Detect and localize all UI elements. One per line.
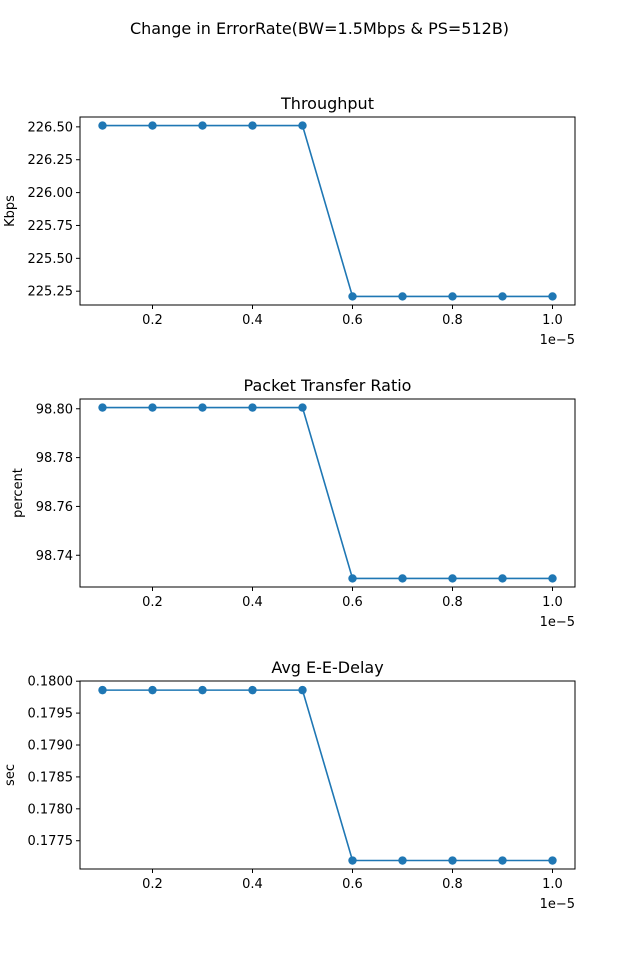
- axes-root: Throughput Kbps 0.2 0.4 0.6 0.8 1.0 225.25 225.5…: [3, 94, 576, 912]
- subplot-3: Avg E-E-Delay sec 0.2 0.4 0.6 0.8 1.0 0.1775 0.1…: [3, 658, 576, 912]
- x-tick-label: 0.2: [142, 595, 163, 610]
- subplot-title: Packet Transfer Ratio: [244, 376, 412, 395]
- x-axis-offset-label: 1e−5: [540, 897, 575, 912]
- subplot-1: Throughput Kbps 0.2 0.4 0.6 0.8 1.0 225.25 225.5…: [3, 94, 576, 348]
- data-point: [498, 856, 507, 865]
- x-tick-label: 1.0: [542, 877, 563, 892]
- x-tick-label: 1.0: [542, 313, 563, 328]
- y-tick-label: 0.1795: [28, 707, 74, 722]
- data-point: [98, 121, 107, 130]
- data-point: [298, 121, 307, 130]
- plot-frame: [79, 116, 576, 306]
- data-point: [548, 856, 557, 865]
- x-tick-label: 1.0: [542, 595, 563, 610]
- x-tick-label: 0.6: [342, 313, 363, 328]
- figure-title: Change in ErrorRate(BW=1.5Mbps & PS=512B…: [130, 19, 509, 38]
- data-point: [498, 574, 507, 583]
- x-axis-offset-label: 1e−5: [540, 615, 575, 630]
- y-tick-label: 98.80: [36, 402, 73, 417]
- subplot-title: Throughput: [280, 94, 374, 113]
- data-point: [398, 574, 407, 583]
- y-tick-label: 98.78: [36, 451, 73, 466]
- y-tick-label: 0.1780: [28, 802, 74, 817]
- data-point: [498, 292, 507, 301]
- data-point: [248, 685, 257, 695]
- data-point: [398, 292, 407, 301]
- data-point: [348, 292, 357, 301]
- y-tick-label: 226.00: [28, 186, 74, 201]
- data-point: [148, 403, 157, 412]
- data-point: [198, 685, 207, 695]
- data-point: [298, 685, 307, 695]
- data-point: [148, 121, 157, 130]
- y-tick-label: 225.25: [28, 285, 74, 300]
- y-tick-label: 225.75: [28, 219, 74, 234]
- y-tick-label: 226.25: [28, 153, 74, 168]
- y-tick-label: 0.1775: [28, 834, 74, 849]
- x-tick-label: 0.4: [242, 877, 263, 892]
- data-point: [448, 574, 457, 583]
- y-axis-label: Kbps: [3, 195, 18, 227]
- x-tick-label: 0.4: [242, 313, 263, 328]
- data-point: [398, 856, 407, 865]
- x-tick-label: 0.8: [442, 877, 463, 892]
- data-point: [198, 121, 207, 130]
- data-point: [548, 574, 557, 583]
- x-tick-label: 0.8: [442, 595, 463, 610]
- y-tick-label: 98.74: [36, 549, 73, 564]
- subplot-title: Avg E-E-Delay: [271, 658, 383, 677]
- x-tick-label: 0.2: [142, 313, 163, 328]
- x-tick-label: 0.4: [242, 595, 263, 610]
- subplot-2: Packet Transfer Ratio percent 0.2 0.4 0.6 0.8…: [11, 376, 576, 630]
- data-point: [98, 403, 107, 412]
- plot-frame: [79, 680, 576, 870]
- y-tick-label: 225.50: [28, 252, 74, 267]
- x-tick-label: 0.6: [342, 877, 363, 892]
- x-axis-offset-label: 1e−5: [540, 333, 575, 348]
- series-line: [102, 406, 553, 580]
- plot-frame: [79, 398, 576, 588]
- series-line: [102, 689, 553, 862]
- y-axis-label: percent: [11, 468, 26, 518]
- y-tick-label: 226.50: [28, 120, 74, 135]
- data-point: [248, 403, 257, 412]
- series-line: [102, 124, 553, 298]
- y-axis-label: sec: [3, 764, 18, 786]
- data-point: [448, 856, 457, 865]
- x-tick-label: 0.8: [442, 313, 463, 328]
- data-point: [148, 685, 157, 695]
- data-point: [248, 121, 257, 130]
- x-tick-label: 0.2: [142, 877, 163, 892]
- data-point: [98, 685, 107, 695]
- x-tick-label: 0.6: [342, 595, 363, 610]
- y-tick-label: 0.1800: [28, 675, 74, 690]
- data-point: [348, 856, 357, 865]
- y-tick-label: 0.1785: [28, 770, 74, 785]
- data-point: [348, 574, 357, 583]
- data-point: [548, 292, 557, 301]
- y-tick-label: 0.1790: [28, 739, 74, 754]
- data-point: [448, 292, 457, 301]
- data-point: [298, 403, 307, 412]
- data-point: [198, 403, 207, 412]
- y-tick-label: 98.76: [36, 500, 73, 515]
